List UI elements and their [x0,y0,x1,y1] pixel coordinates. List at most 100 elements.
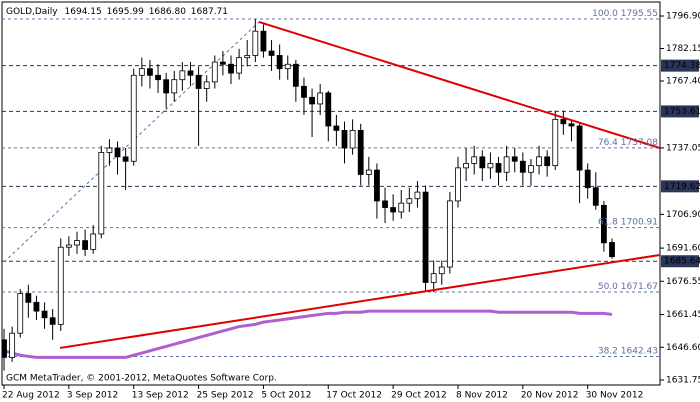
y-tick-label: 1676.55 [666,277,700,287]
fib-value: 1795.55 [621,8,658,18]
candle-body [195,74,202,89]
candle-body [98,152,105,235]
trendline [59,253,660,349]
header-low: 1686.80 [149,7,186,17]
candle-body [365,169,372,175]
x-tick-label: 5 Oct 2012 [261,391,311,401]
candle-body [244,55,251,59]
candle-body [325,92,332,127]
candle-body [25,293,32,303]
x-tick-label: 29 Oct 2012 [391,391,447,401]
x-tick-label: 30 Nov 2012 [586,391,644,401]
candle-body [179,70,186,81]
y-tick-label: 1691.60 [666,244,700,254]
candle-body [171,79,178,94]
y-tick-label: 1737.05 [666,143,700,153]
candle-body [592,187,599,206]
candle-body [284,63,291,70]
fib-label: 61.8 1700.91 [598,217,658,227]
candle-body [138,68,145,76]
fib-value: 1737.08 [621,137,658,147]
chart-title: GOLD,Daily [6,7,58,17]
candle-body [390,207,397,213]
candle-body [211,61,218,83]
level-label: 1753.61 [664,107,700,117]
candle-body [220,61,226,65]
fib-label: 38.2 1642.43 [598,346,658,356]
candle-body [341,129,348,149]
candle-body [357,129,364,175]
candle-body [130,74,137,162]
level-label: 1774.38 [664,61,700,71]
candle-body [438,266,445,275]
candle-body [228,63,234,74]
level-label: 1685.64 [664,257,700,267]
moving-average [3,309,613,359]
candle-body [114,147,121,158]
x-tick-label: 3 Sep 2012 [67,391,118,401]
fib-label: 100.0 1795.55 [592,8,658,18]
y-tick-label: 1767.40 [666,77,700,87]
x-tick-label: 25 Sep 2012 [197,391,254,401]
plot-frame [1,1,661,386]
candle-body [406,198,413,204]
watermark: GCM MetaTrader, © 2001-2012, MetaQuotes … [6,374,277,384]
candle-body [479,156,486,169]
candle-body [487,163,494,169]
candle-body [163,79,170,94]
candle-body [155,74,161,81]
candle-body [317,92,324,105]
candle-body [576,125,583,171]
chart-header: GOLD,Daily 1694.15 1695.99 1686.80 1687.… [6,7,228,17]
candle-body [601,204,607,244]
y-tick-label: 1782.15 [666,44,700,54]
candle-body [374,169,380,202]
y-tick-label: 1706.90 [666,210,700,220]
fib-ratio: 100.0 [592,8,618,18]
candle-body [301,85,307,98]
candle-body [57,246,64,325]
candle-body [560,118,567,125]
header-open: 1694.15 [65,7,102,17]
candle-body [584,169,591,189]
x-tick-label: 8 Nov 2012 [456,391,508,401]
candle-body [236,57,243,74]
candle-body [398,202,405,213]
candle-body [203,81,210,89]
header-high: 1695.99 [107,7,144,17]
candle-body [17,293,24,334]
candle-body [9,332,16,358]
candle-body [333,125,340,131]
candle-body [49,317,56,325]
candle-body [495,163,502,173]
level-label: 1719.62 [664,182,700,192]
y-tick-label: 1661.45 [666,310,700,320]
y-tick-label: 1796.90 [666,11,700,21]
candle-body [430,273,437,283]
header-close: 1687.71 [191,7,228,17]
y-tick-label: 1646.60 [666,343,700,353]
candle-body [511,156,518,162]
candle-body [536,156,542,167]
level-box [661,59,699,72]
candle-body [455,167,461,202]
x-tick-label: 20 Nov 2012 [521,391,579,401]
candle-body [528,165,534,173]
candle-body [260,30,267,52]
candle-body [82,240,88,250]
candle-body [471,156,478,164]
candle-body [382,200,388,208]
candle-body [41,310,48,319]
x-tick-label: 13 Sep 2012 [132,391,189,401]
candle-body [268,50,275,56]
candle-body [33,301,40,312]
candle-body [187,70,194,76]
candle-body [74,240,80,246]
candle-body [414,191,421,200]
fib-label: 50.0 1671.67 [598,282,658,292]
fib-label: 76.4 1737.08 [598,137,658,147]
fib-value: 1642.43 [621,346,658,356]
level-box [661,105,699,118]
